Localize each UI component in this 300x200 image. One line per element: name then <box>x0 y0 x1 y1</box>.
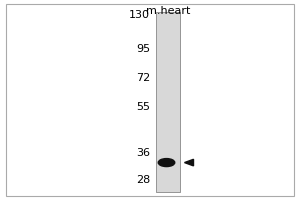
Text: 55: 55 <box>136 102 150 112</box>
Text: 28: 28 <box>136 175 150 185</box>
Text: 95: 95 <box>136 44 150 54</box>
Text: m.heart: m.heart <box>146 6 190 16</box>
Polygon shape <box>184 159 194 166</box>
Text: 72: 72 <box>136 73 150 83</box>
Text: 36: 36 <box>136 148 150 158</box>
Text: 130: 130 <box>129 10 150 20</box>
Ellipse shape <box>158 159 175 167</box>
Bar <box>156 12 180 192</box>
